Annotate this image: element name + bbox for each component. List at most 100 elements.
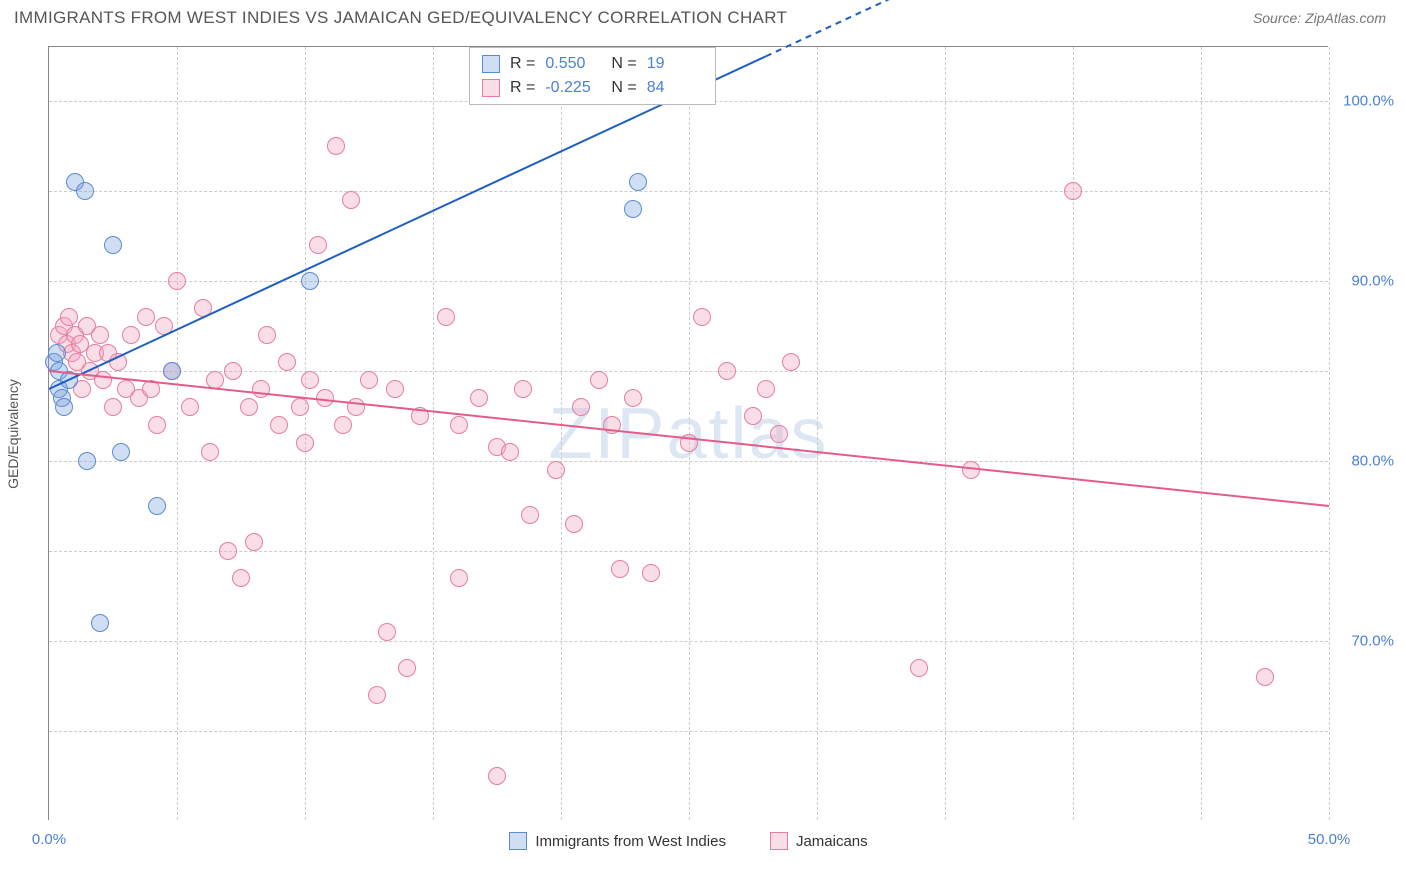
data-point <box>55 398 73 416</box>
data-point <box>470 389 488 407</box>
data-point <box>60 308 78 326</box>
stats-r-value: 0.550 <box>545 52 601 76</box>
data-point <box>521 506 539 524</box>
chart-title: IMMIGRANTS FROM WEST INDIES VS JAMAICAN … <box>14 8 787 28</box>
grid-line <box>945 47 946 820</box>
data-point <box>629 173 647 191</box>
data-point <box>565 515 583 533</box>
grid-line <box>49 281 1328 282</box>
legend-swatch <box>770 832 788 850</box>
data-point <box>1064 182 1082 200</box>
data-point <box>450 416 468 434</box>
legend-item: Immigrants from West Indies <box>509 832 726 850</box>
data-point <box>718 362 736 380</box>
data-point <box>693 308 711 326</box>
data-point <box>104 398 122 416</box>
grid-line <box>49 551 1328 552</box>
data-point <box>201 443 219 461</box>
data-point <box>224 362 242 380</box>
data-point <box>411 407 429 425</box>
data-point <box>240 398 258 416</box>
data-point <box>642 564 660 582</box>
data-point <box>624 200 642 218</box>
data-point <box>1256 668 1274 686</box>
grid-line <box>1329 47 1330 820</box>
data-point <box>962 461 980 479</box>
data-point <box>910 659 928 677</box>
grid-line <box>1201 47 1202 820</box>
y-tick: 80.0% <box>1334 453 1394 470</box>
stats-box: R =0.550N =19R =-0.225N =84 <box>469 47 716 105</box>
stats-n-value: 19 <box>647 52 703 76</box>
grid-line <box>49 461 1328 462</box>
data-point <box>301 371 319 389</box>
data-point <box>155 317 173 335</box>
stats-r-value: -0.225 <box>545 76 601 100</box>
data-point <box>60 371 78 389</box>
data-point <box>450 569 468 587</box>
data-point <box>122 326 140 344</box>
data-point <box>245 533 263 551</box>
data-point <box>360 371 378 389</box>
grid-line <box>433 47 434 820</box>
data-point <box>501 443 519 461</box>
data-point <box>368 686 386 704</box>
data-point <box>148 416 166 434</box>
data-point <box>547 461 565 479</box>
data-point <box>572 398 590 416</box>
stats-n-value: 84 <box>647 76 703 100</box>
data-point <box>437 308 455 326</box>
grid-line <box>49 731 1328 732</box>
data-point <box>488 767 506 785</box>
data-point <box>624 389 642 407</box>
grid-line <box>561 47 562 820</box>
data-point <box>291 398 309 416</box>
data-point <box>137 308 155 326</box>
data-point <box>378 623 396 641</box>
data-point <box>590 371 608 389</box>
legend-label: Immigrants from West Indies <box>535 833 726 850</box>
y-tick: 90.0% <box>1334 273 1394 290</box>
legend-item: Jamaicans <box>770 832 868 850</box>
data-point <box>109 353 127 371</box>
data-point <box>782 353 800 371</box>
stats-r-label: R = <box>510 52 535 76</box>
data-point <box>168 272 186 290</box>
stats-row: R =-0.225N =84 <box>482 76 703 100</box>
data-point <box>252 380 270 398</box>
data-point <box>744 407 762 425</box>
data-point <box>680 434 698 452</box>
data-point <box>386 380 404 398</box>
data-point <box>181 398 199 416</box>
legend-swatch <box>509 832 527 850</box>
data-point <box>219 542 237 560</box>
data-point <box>342 191 360 209</box>
data-point <box>163 362 181 380</box>
y-tick: 70.0% <box>1334 633 1394 650</box>
data-point <box>603 416 621 434</box>
data-point <box>91 326 109 344</box>
data-point <box>232 569 250 587</box>
data-point <box>316 389 334 407</box>
data-point <box>112 443 130 461</box>
stats-n-label: N = <box>611 52 636 76</box>
legend-swatch <box>482 79 500 97</box>
data-point <box>278 353 296 371</box>
data-point <box>398 659 416 677</box>
grid-line <box>1073 47 1074 820</box>
plot-area: GED/Equivalency ZIPatlas 70.0%80.0%90.0%… <box>48 46 1328 820</box>
stats-r-label: R = <box>510 76 535 100</box>
data-point <box>91 614 109 632</box>
data-point <box>142 380 160 398</box>
data-point <box>206 371 224 389</box>
grid-line <box>817 47 818 820</box>
grid-line <box>49 641 1328 642</box>
data-point <box>757 380 775 398</box>
y-axis-label: GED/Equivalency <box>5 379 21 489</box>
grid-line <box>49 191 1328 192</box>
data-point <box>770 425 788 443</box>
data-point <box>94 371 112 389</box>
data-point <box>48 344 66 362</box>
data-point <box>327 137 345 155</box>
legend-label: Jamaicans <box>796 833 868 850</box>
